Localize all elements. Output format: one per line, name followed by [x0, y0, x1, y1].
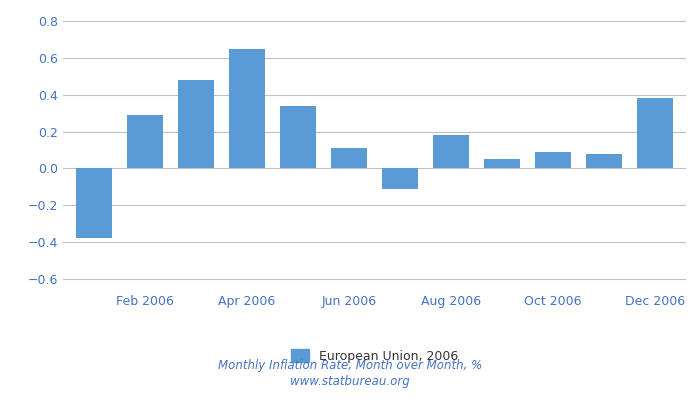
Bar	[127, 115, 162, 168]
Bar	[382, 168, 418, 189]
Bar	[76, 168, 111, 238]
Bar	[536, 152, 571, 168]
Text: www.statbureau.org: www.statbureau.org	[290, 376, 410, 388]
Bar	[229, 49, 265, 168]
Bar	[280, 106, 316, 168]
Bar	[433, 135, 469, 168]
Bar	[638, 98, 673, 168]
Bar	[178, 80, 214, 168]
Bar	[587, 154, 622, 168]
Legend: European Union, 2006: European Union, 2006	[286, 344, 463, 368]
Bar	[331, 148, 367, 168]
Bar	[484, 159, 520, 168]
Text: Monthly Inflation Rate, Month over Month, %: Monthly Inflation Rate, Month over Month…	[218, 360, 482, 372]
